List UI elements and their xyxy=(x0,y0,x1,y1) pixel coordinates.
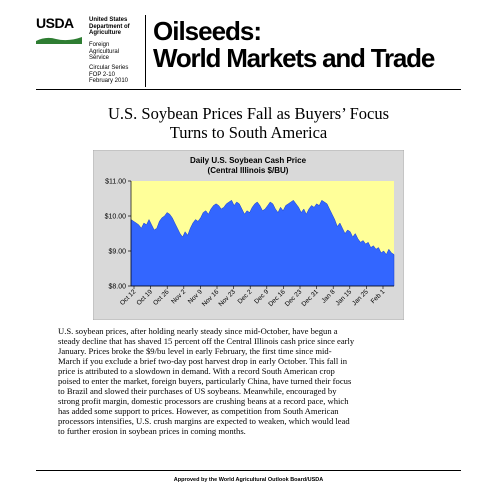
article-body-line: January. Prices broke the $9/bu level in… xyxy=(58,346,332,356)
footer-note: Approved by the World Agricultural Outlo… xyxy=(173,477,324,483)
usda-logo-bar xyxy=(36,31,82,44)
footer-rule xyxy=(36,470,461,471)
article-body-line: price is attributed to a slowdown in dem… xyxy=(58,366,335,376)
y-tick-label: $8.00 xyxy=(108,284,126,291)
price-area-series xyxy=(130,199,395,287)
article-body: U.S. soybean prices, after holding nearl… xyxy=(58,326,443,436)
publication-title-line1: Oilseeds: xyxy=(153,16,262,46)
agency-name: Foreign Agricultural Service xyxy=(89,42,120,61)
y-tick-label: $10.00 xyxy=(105,214,127,221)
usda-logo: USDA xyxy=(36,15,84,44)
usda-logo-text: USDA xyxy=(36,15,74,31)
article-body-line: has added some support to prices. Howeve… xyxy=(58,406,339,416)
y-tick-label: $11.00 xyxy=(105,179,126,186)
publication-title-line2: World Markets and Trade xyxy=(153,43,435,73)
department-name: United States Department of Agriculture xyxy=(89,17,130,36)
header-rule xyxy=(36,89,461,90)
article-body-line: steady decline that has shaved 15 percen… xyxy=(58,336,355,346)
article-body-line: U.S. soybean prices, after holding nearl… xyxy=(58,326,338,336)
article-body-line: March if you exclude a brief two-day pos… xyxy=(58,356,348,366)
article-body-line: to further erosion in soybean prices in … xyxy=(58,426,246,436)
y-tick-label: $9.00 xyxy=(108,249,126,256)
article-body-line: to Brazil and slowed their purchases of … xyxy=(58,386,337,396)
circular-info: Circular Series FOP 2-10 February 2010 xyxy=(89,65,129,84)
soybean-price-chart: Daily U.S. Soybean Cash Price (Central I… xyxy=(93,150,404,320)
header-divider xyxy=(145,15,146,87)
article-body-line: poised to enter the market, foreign buye… xyxy=(58,376,352,386)
article-headline: U.S. Soybean Prices Fall as Buyers’ Focu… xyxy=(107,104,390,142)
article-body-line: processors intensifies, U.S. crush margi… xyxy=(58,416,350,426)
article-body-line: strong profit margin, domestic processor… xyxy=(58,396,349,406)
chart-title: Daily U.S. Soybean Cash Price xyxy=(190,156,307,165)
chart-subtitle: (Central Illinois $/BU) xyxy=(208,166,289,175)
